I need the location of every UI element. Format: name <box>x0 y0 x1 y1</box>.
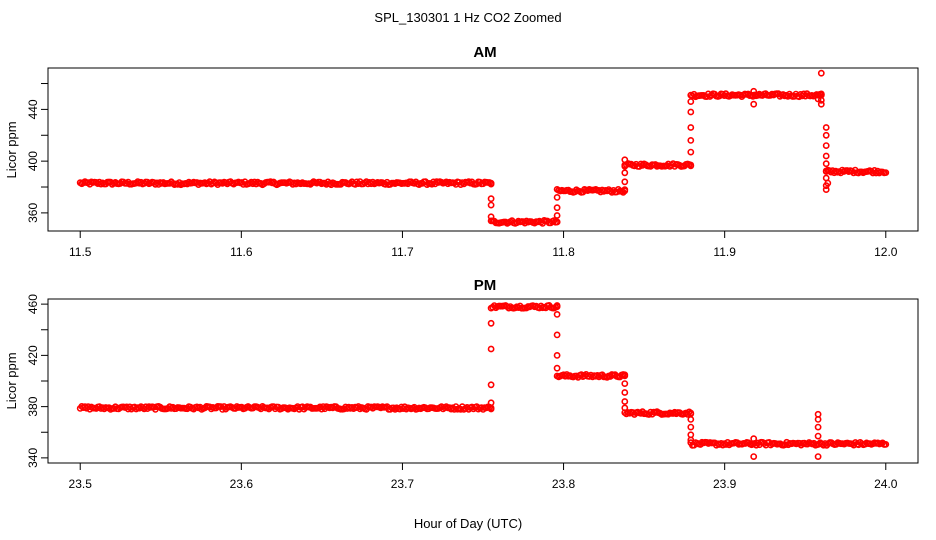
x-tick-label-pm: 23.8 <box>552 477 576 491</box>
x-tick-label-am: 11.8 <box>552 245 575 259</box>
y-axis-label-am: Licor ppm <box>4 121 19 178</box>
data-point-pm <box>882 440 890 448</box>
data-point-pm <box>621 372 629 380</box>
data-point-am <box>553 204 561 212</box>
panel-title-am: AM <box>473 44 496 61</box>
data-point-am <box>487 179 495 187</box>
x-tick-label-am: 11.5 <box>69 245 92 259</box>
data-point-am <box>687 148 695 156</box>
data-point-am <box>553 193 561 201</box>
data-point-pm <box>621 389 629 396</box>
data-point-pm <box>621 404 629 412</box>
data-point-pm <box>687 436 695 444</box>
x-tick-label-pm: 23.9 <box>713 477 737 491</box>
y-tick-label-pm: 420 <box>26 345 40 365</box>
data-point-pm <box>621 398 629 405</box>
data-point-am <box>750 100 758 108</box>
panel-title-pm: PM <box>474 277 497 294</box>
data-point-am <box>817 96 825 104</box>
data-point-am <box>750 87 758 95</box>
x-tick-label-am: 11.9 <box>713 245 736 259</box>
data-point-am <box>822 131 830 139</box>
data-point-am <box>487 195 495 203</box>
x-tick-label-pm: 23.6 <box>230 477 254 491</box>
data-point-am <box>687 136 695 144</box>
y-tick-label-pm: 380 <box>26 396 40 416</box>
x-tick-label-pm: 24.0 <box>874 477 898 491</box>
x-tick-label-am: 12.0 <box>874 245 898 259</box>
data-point-pm <box>687 415 695 423</box>
data-point-pm <box>487 381 495 389</box>
data-point-am <box>822 168 830 175</box>
data-point-am <box>687 108 695 116</box>
y-tick-label-pm: 340 <box>26 448 40 468</box>
data-point-pm <box>553 303 561 311</box>
x-tick-label-pm: 23.7 <box>391 477 415 491</box>
data-point-pm <box>750 453 758 460</box>
y-tick-label-am: 360 <box>26 203 40 223</box>
y-tick-label-pm: 460 <box>26 294 40 314</box>
data-point-am <box>817 90 825 98</box>
y-axis-label-pm: Licor ppm <box>4 352 19 409</box>
data-points-am <box>76 69 890 227</box>
data-point-am <box>822 186 830 193</box>
data-point-pm <box>814 453 822 460</box>
data-point-pm <box>553 364 561 372</box>
data-point-am <box>824 179 832 187</box>
data-point-am <box>687 161 695 169</box>
data-point-pm <box>621 380 629 387</box>
data-point-pm <box>487 345 495 353</box>
data-point-am <box>553 218 561 226</box>
data-point-pm <box>553 351 561 359</box>
data-point-am <box>621 156 629 164</box>
x-axis-label: Hour of Day (UTC) <box>414 516 522 531</box>
data-point-am <box>817 69 825 77</box>
data-point-am <box>487 213 495 221</box>
y-axis-pm: 340 380 420 460 <box>26 294 49 468</box>
y-axis-am: 360 400 440 <box>26 83 49 223</box>
y-tick-label-am: 440 <box>26 99 40 119</box>
data-point-am <box>822 160 830 168</box>
data-point-pm <box>814 423 822 431</box>
data-point-am <box>817 100 825 108</box>
panel-am: AM Licor ppm 11.5 11.6 11.7 11.8 11.9 12.0 36… <box>4 44 919 259</box>
x-tick-label-pm: 23.5 <box>69 477 93 491</box>
data-point-pm <box>687 409 695 417</box>
plot-frame-pm <box>47 298 919 464</box>
x-axis-am: 11.5 11.6 11.7 11.8 11.9 12.0 <box>69 230 898 259</box>
data-point-am <box>621 169 629 177</box>
data-point-am <box>487 201 495 209</box>
y-tick-label-am: 400 <box>26 151 40 171</box>
data-point-pm <box>487 399 495 407</box>
data-point-pm <box>553 310 561 318</box>
data-point-pm <box>487 319 495 327</box>
data-point-am <box>822 142 830 149</box>
data-point-am <box>621 187 629 195</box>
data-point-am <box>621 178 629 186</box>
data-point-am <box>814 95 822 103</box>
data-point-pm <box>687 423 695 431</box>
data-point-am <box>553 212 561 219</box>
data-point-pm <box>814 415 822 423</box>
x-axis-pm: 23.5 23.6 23.7 23.8 23.9 24.0 <box>69 462 898 491</box>
data-point-pm <box>814 432 822 440</box>
panel-pm: PM Licor ppm 23.5 23.6 23.7 23.8 23.9 24.0 34… <box>4 277 919 491</box>
data-point-am <box>822 152 830 160</box>
data-point-pm <box>750 435 758 443</box>
data-point-am <box>621 162 629 170</box>
x-tick-label-am: 11.6 <box>230 245 253 259</box>
data-point-pm <box>553 331 561 339</box>
figure-title: SPL_130301 1 Hz CO2 Zoomed <box>374 10 561 25</box>
data-point-am <box>687 98 695 105</box>
data-point-am <box>822 124 830 131</box>
data-point-am <box>882 169 890 176</box>
x-tick-label-am: 11.7 <box>391 245 414 259</box>
data-points-pm <box>76 301 890 460</box>
data-point-am <box>687 124 695 131</box>
